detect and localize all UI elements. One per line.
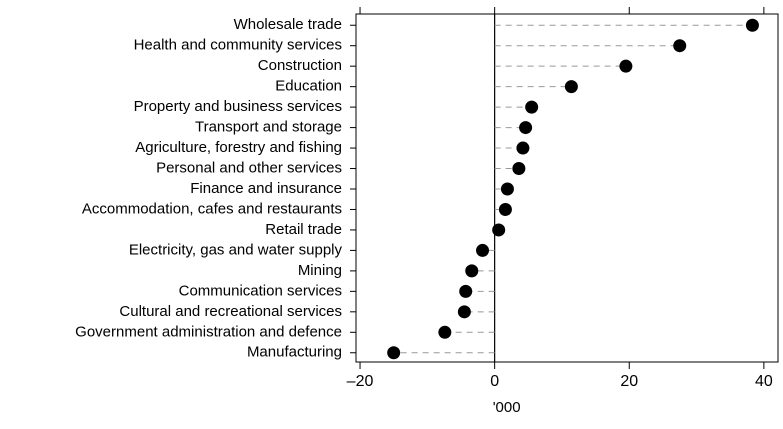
y-tick-label: Electricity, gas and water supply [129,241,343,258]
dot [525,100,539,114]
dot [438,325,452,339]
dot [498,202,512,216]
dot [500,182,514,196]
x-tick-label: –20 [347,373,374,390]
y-tick-label: Personal and other services [156,159,342,176]
dot [564,80,578,94]
dot [516,141,530,155]
plot-frame [355,13,779,363]
y-tick-label: Cultural and recreational services [119,303,342,320]
y-tick-label: Transport and storage [195,119,342,136]
x-tick-label: 40 [755,373,773,390]
dot [745,18,759,32]
y-tick-label: Accommodation, cafes and restaurants [82,200,342,217]
y-tick-label: Education [275,78,342,95]
dot [465,264,479,278]
dot [619,59,633,73]
dot [457,305,471,319]
y-tick-label: Manufacturing [247,344,342,361]
x-tick-label: 0 [490,373,499,390]
y-tick-label: Communication services [179,282,342,299]
dot [459,284,473,298]
dot [512,162,526,176]
x-tick-label: 20 [620,373,638,390]
y-tick-label: Health and community services [134,37,342,54]
dot [492,223,506,237]
y-tick-label: Retail trade [265,221,342,238]
dot [476,243,490,257]
dot [387,346,401,360]
dot [673,39,687,53]
y-tick-label: Government administration and defence [75,323,342,340]
y-tick-label: Construction [258,57,342,74]
x-axis-label: '000 [493,399,521,416]
y-tick-label: Mining [298,262,342,279]
y-tick-label: Property and business services [134,98,342,115]
dot [519,121,533,135]
y-tick-label: Finance and insurance [190,180,342,197]
y-tick-label: Wholesale trade [234,16,342,33]
y-tick-label: Agriculture, forestry and fishing [135,139,342,156]
